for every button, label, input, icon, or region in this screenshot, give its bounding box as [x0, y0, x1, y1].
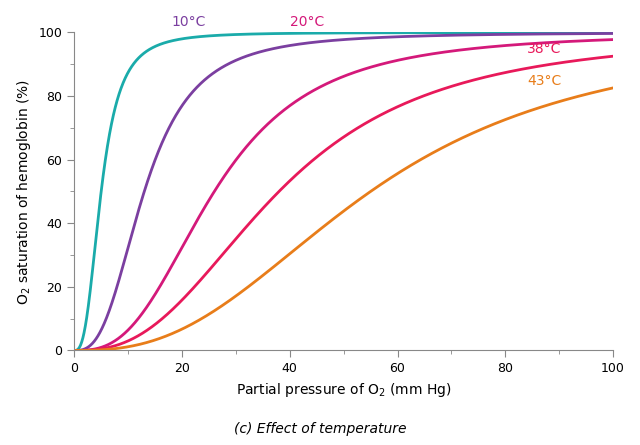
Text: 20°C: 20°C	[290, 15, 324, 29]
Y-axis label: O$_2$ saturation of hemoglobin (%): O$_2$ saturation of hemoglobin (%)	[15, 78, 33, 304]
Text: 38°C: 38°C	[527, 42, 561, 56]
X-axis label: Partial pressure of O$_2$ (mm Hg): Partial pressure of O$_2$ (mm Hg)	[236, 381, 451, 399]
Text: 10°C: 10°C	[172, 15, 205, 29]
Text: (c) Effect of temperature: (c) Effect of temperature	[234, 422, 406, 436]
Text: 43°C: 43°C	[527, 74, 561, 88]
